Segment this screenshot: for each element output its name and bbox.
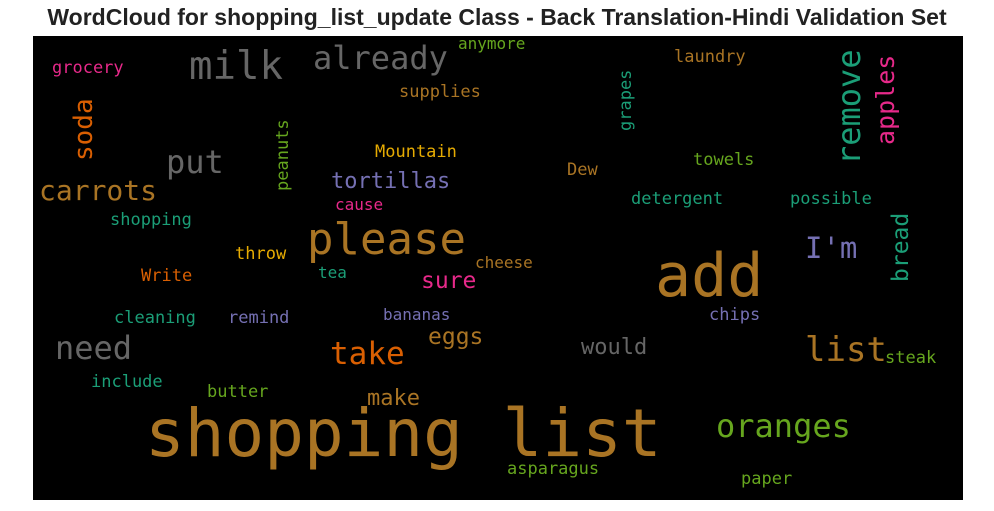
word-remove: remove [830,49,868,165]
word-paper: paper [741,469,793,489]
word-supplies: supplies [399,82,481,102]
word-milk: milk [189,44,283,89]
word-possible: possible [790,189,872,209]
word-make: make [367,386,420,411]
word-need: need [55,329,133,367]
word-towels: towels [693,150,755,170]
word-add: add [655,241,764,311]
word-detergent: detergent [631,189,724,209]
word-apples: apples [871,54,900,145]
word-cause: cause [335,195,384,214]
word-grapes: grapes [616,69,636,131]
word-dew: Dew [567,160,598,180]
word-shopping-list: shopping list [145,395,662,472]
word-laundry: laundry [674,47,746,67]
word-please: please [307,214,466,265]
word-oranges: oranges [716,407,851,445]
word-peanuts: peanuts [273,119,293,191]
word-soda: soda [69,98,99,161]
word-cheese: cheese [475,253,533,272]
word-bananas: bananas [383,305,451,324]
word-grocery: grocery [52,58,124,78]
wordcloud-canvas: shopping list add please milk already or… [33,36,963,500]
word-bread: bread [888,212,914,282]
word-put: put [166,143,224,181]
figure-title: WordCloud for shopping_list_update Class… [47,4,947,30]
word-already: already [313,39,448,77]
word-anymore: anymore [458,36,526,53]
word-shopping: shopping [110,210,192,230]
word-tortillas: tortillas [331,169,451,194]
word-throw: throw [235,244,287,264]
word-include: include [91,372,163,392]
word-tea: tea [318,263,347,282]
word-take: take [330,336,405,372]
word-eggs: eggs [428,324,484,350]
word-butter: butter [207,382,269,402]
word-asparagus: asparagus [507,459,600,479]
word-chips: chips [709,305,761,325]
word-im: I'm [805,231,858,265]
word-remind: remind [228,308,290,328]
word-list: list [805,330,887,370]
word-cleaning: cleaning [114,308,196,328]
word-mountain: Mountain [375,142,457,162]
word-carrots: carrots [39,174,158,207]
word-steak: steak [885,348,937,368]
word-write: Write [141,266,193,286]
word-sure: sure [421,268,477,294]
word-would: would [581,335,648,360]
